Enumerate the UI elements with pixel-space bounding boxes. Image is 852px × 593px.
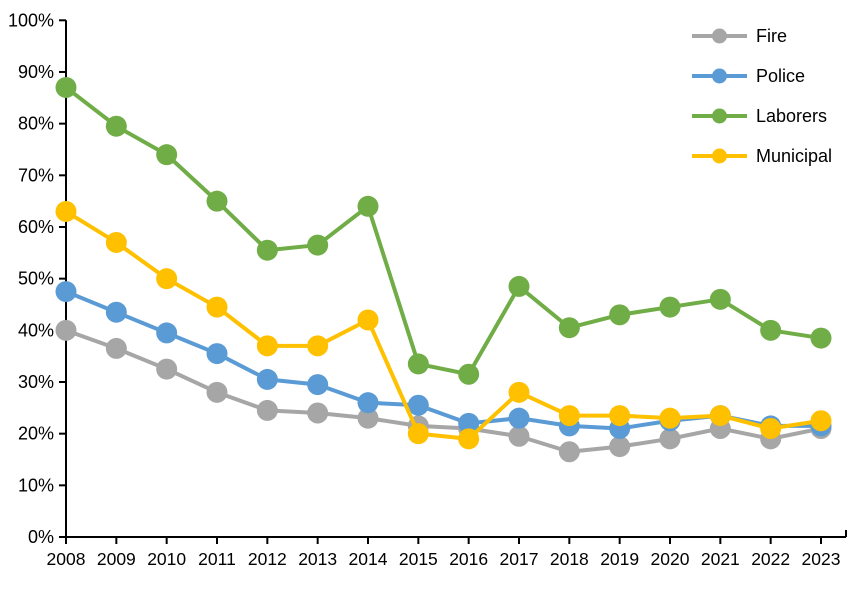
series-line-police — [64, 289, 823, 431]
legend-item-laborers: Laborers — [692, 106, 827, 126]
x-tick-label-2016: 2016 — [449, 549, 488, 569]
x-tick-label-2009: 2009 — [97, 549, 136, 569]
series-line-laborers — [64, 85, 823, 377]
x-axis: 2008 2009 2010 2011 2012 2013 2014 2015 2016 2017… — [47, 530, 847, 569]
x-tick-label-2012: 2012 — [248, 549, 287, 569]
x-tick-label-2011: 2011 — [198, 549, 236, 569]
x-tick-label-2021: 2021 — [701, 549, 740, 569]
y-tick-label-40%: 40% — [18, 320, 54, 340]
y-tick-label-80%: 80% — [18, 114, 54, 134]
legend-swatch-marker-laborers — [712, 108, 727, 124]
legend-item-police: Police — [692, 66, 805, 86]
legend-item-municipal: Municipal — [692, 146, 832, 166]
legend-swatch-marker-municipal — [712, 148, 727, 164]
x-tick-label-2023: 2023 — [802, 549, 841, 569]
y-tick-label-100%: 100% — [8, 10, 54, 30]
y-axis: 0% 10% 20% 30% 40% 50% 60% 70% 80% 90% 100% — [8, 10, 67, 547]
y-tick-label-10%: 10% — [18, 475, 54, 495]
legend-label-laborers: Laborers — [756, 106, 827, 126]
x-tick-label-2015: 2015 — [399, 549, 438, 569]
y-tick-label-90%: 90% — [18, 62, 54, 82]
legend-label-police: Police — [756, 66, 805, 86]
y-tick-label-60%: 60% — [18, 217, 54, 237]
legend-item-fire: Fire — [692, 26, 787, 46]
y-tick-label-0%: 0% — [28, 527, 54, 547]
y-tick-label-50%: 50% — [18, 269, 54, 289]
x-tick-label-2019: 2019 — [600, 549, 639, 569]
legend-label-municipal: Municipal — [756, 146, 832, 166]
x-tick-label-2020: 2020 — [651, 549, 690, 569]
legend-swatch-marker-fire — [712, 28, 727, 44]
x-tick-label-2010: 2010 — [147, 549, 186, 569]
y-tick-label-20%: 20% — [18, 424, 54, 444]
x-tick-label-2018: 2018 — [550, 549, 589, 569]
series-line-municipal — [64, 209, 823, 441]
series-line-fire — [64, 328, 823, 454]
y-tick-label-30%: 30% — [18, 372, 54, 392]
legend-swatch-marker-police — [712, 68, 727, 84]
x-tick-label-2022: 2022 — [751, 549, 790, 569]
y-tick-label-70%: 70% — [18, 165, 54, 185]
legend: Fire Police Laborers Municipal — [692, 26, 832, 166]
legend-label-fire: Fire — [756, 26, 787, 46]
x-tick-label-2017: 2017 — [500, 549, 539, 569]
x-tick-label-2013: 2013 — [298, 549, 337, 569]
x-tick-label-2008: 2008 — [47, 549, 86, 569]
x-tick-label-2014: 2014 — [349, 549, 388, 569]
